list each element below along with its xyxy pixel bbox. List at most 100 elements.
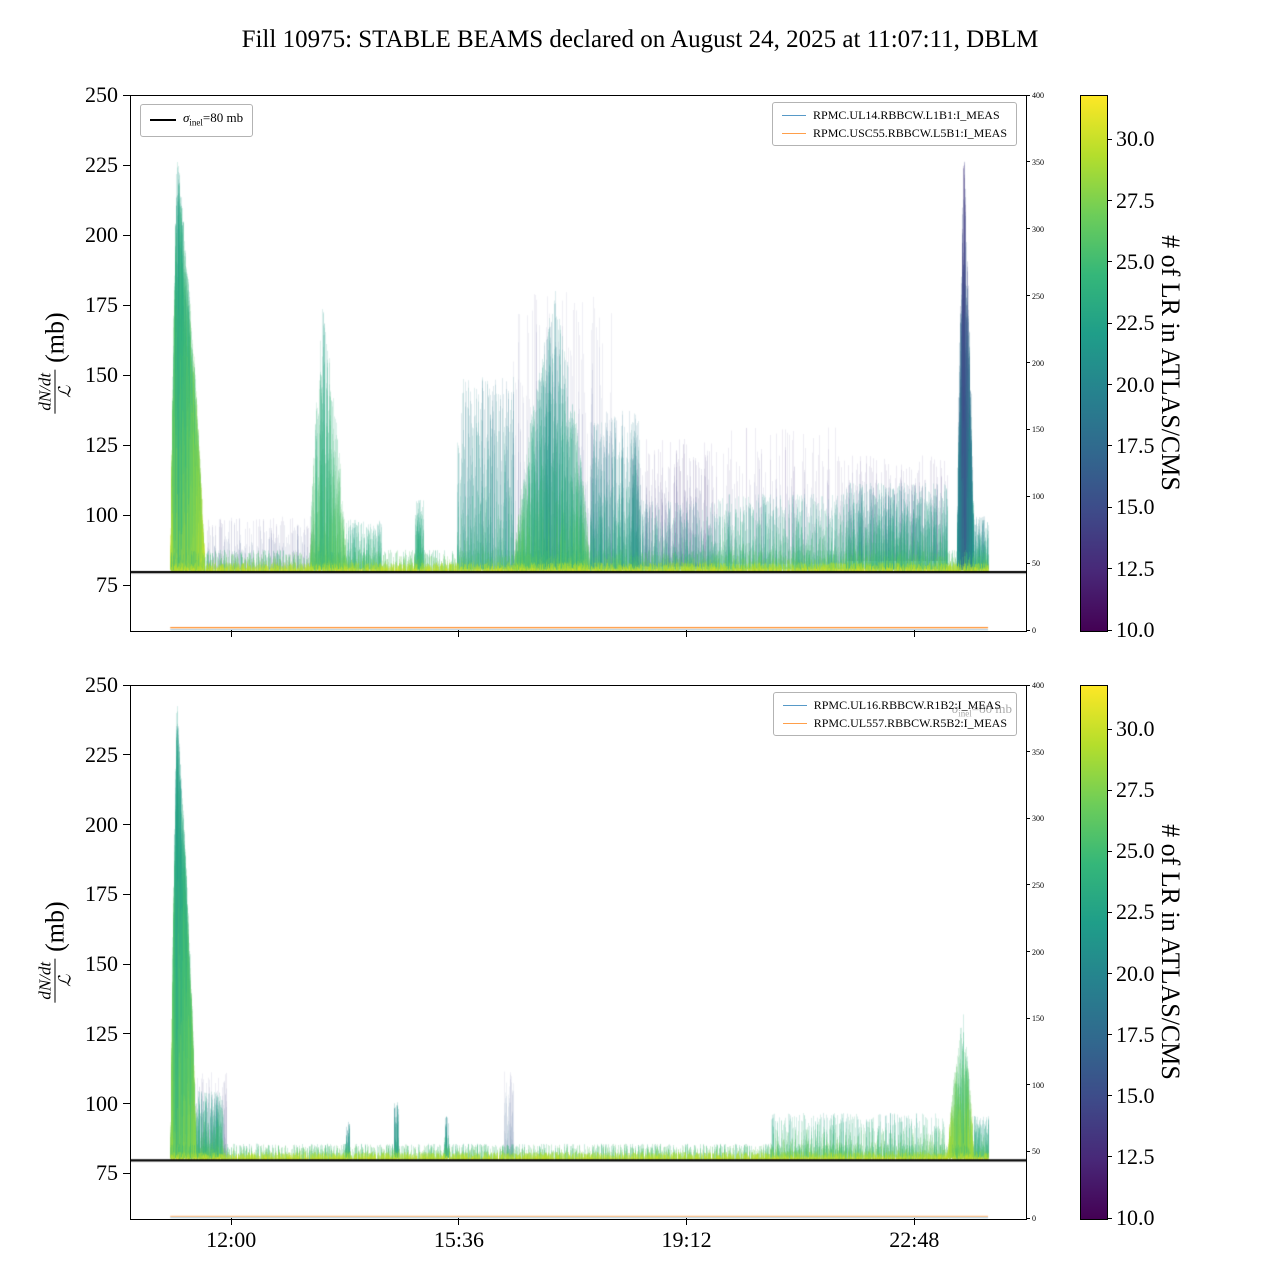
y-tick-mark [123, 304, 130, 306]
right-axis-tick-mark [1026, 951, 1030, 952]
colorbar-tick-label: 22.5 [1116, 310, 1155, 336]
legend-label: RPMC.UL16.RBBCW.R1B2:I_MEAS [813, 698, 1001, 712]
y-tick-mark [123, 1033, 130, 1035]
colorbar-tick-label: 22.5 [1116, 899, 1155, 925]
sigma-legend-label: σinel=80 mb [183, 110, 243, 131]
ylabel-unit: (mb) [40, 311, 69, 363]
right-axis-tick-mark [1026, 1084, 1030, 1086]
colorbar-tick-label: 30.0 [1116, 716, 1155, 741]
y-tick-mark [123, 234, 130, 236]
y-tick-mark [123, 754, 130, 756]
right-axis-tick-mark [1026, 161, 1030, 163]
sigma-legend-text: σinel=80 mb [183, 110, 244, 128]
right-axis-tick-label: 250 [1032, 880, 1044, 890]
y-tick-mark [123, 1172, 130, 1174]
right-axis-tick-label: 0 [1032, 1214, 1036, 1223]
x-tick-mark [913, 1218, 915, 1225]
y-tick-mark [123, 893, 130, 895]
colorbar-tick-mark [1107, 850, 1112, 852]
y-tick-label: 175 [85, 881, 118, 907]
right-axis-tick-mark [1026, 1150, 1030, 1152]
right-axis-tick-mark [1026, 684, 1030, 686]
y-tick-mark [123, 164, 130, 166]
colorbar-tick-label: 15.0 [1116, 1082, 1155, 1108]
legend-line-icon [782, 704, 807, 706]
colorbar-tick-label: 12.5 [1116, 1143, 1155, 1169]
x-tick-mark [913, 630, 915, 637]
colorbar-tick-mark [1107, 261, 1112, 263]
right-axis-tick-label: 0 [1032, 626, 1036, 635]
y-tick-label: 250 [85, 82, 118, 107]
y-tick-label: 125 [85, 432, 118, 458]
x-tick-mark [230, 630, 232, 637]
x-tick-label: 19:12 [661, 1227, 712, 1252]
y-tick-label: 250 [85, 672, 118, 697]
plot-canvas-top [131, 96, 1026, 631]
ylabel-numerator: dN/dt [35, 958, 56, 1003]
y-tick-mark [123, 514, 130, 516]
legend-entry: RPMC.UL14.RBBCW.L1B1:I_MEAS [782, 108, 1007, 122]
right-axis-tick-mark [1026, 562, 1030, 564]
ylabel-denominator: ℒ [55, 385, 75, 398]
right-axis-tick-label: 150 [1032, 425, 1044, 435]
y-tick-mark [123, 824, 130, 826]
colorbar-tick-mark [1107, 1034, 1112, 1036]
colorbar-tick-mark [1107, 445, 1112, 447]
x-tick-mark [230, 1218, 232, 1225]
right-axis-tick-label: 250 [1032, 291, 1044, 301]
y-tick-label: 225 [85, 152, 118, 178]
legend-entry: RPMC.UL16.RBBCW.R1B2:I_MEAS [782, 698, 1007, 712]
ghost-sigma-text: σinel=80 mb [951, 701, 1012, 719]
legend-bottom: RPMC.UL16.RBBCW.R1B2:I_MEAS RPMC.UL557.RB… [772, 692, 1017, 736]
x-tick-label: 12:00 [206, 1227, 257, 1252]
y-tick-mark [123, 963, 130, 965]
colorbar-tick-label: 25.0 [1116, 248, 1155, 274]
right-axis-tick-mark [1026, 94, 1030, 96]
right-axis-tick-mark [1026, 362, 1030, 363]
ylabel-numerator: dN/dt [35, 369, 56, 414]
right-axis-tick-label: 300 [1032, 224, 1044, 234]
sigma-legend-entry: σinel=80 mb [150, 110, 243, 131]
sigma-symbol: σ [183, 110, 190, 125]
right-axis-tick-label: 350 [1032, 747, 1044, 757]
x-tick-mark [686, 630, 688, 637]
right-axis-tick-mark [1026, 295, 1030, 297]
colorbar-tick-mark [1107, 629, 1112, 631]
colorbar-tick-label: 20.0 [1116, 960, 1155, 986]
right-axis-tick-label: 50 [1032, 1147, 1040, 1157]
colorbar-tick-label: 10.0 [1116, 1205, 1155, 1230]
right-axis-tick-label: 100 [1032, 492, 1044, 502]
y-tick-label: 75 [96, 572, 118, 598]
sigma-suffix: =80 mb [971, 701, 1012, 716]
colorbar-tick-label: 17.5 [1116, 1021, 1155, 1047]
y-tick-label: 100 [85, 502, 118, 528]
y-axis-label: dN/dt ℒ (mb) [35, 900, 75, 1003]
sigma-subscript: inel [189, 117, 203, 128]
colorbar-tick-mark [1107, 1156, 1112, 1158]
legend-line-icon [782, 722, 807, 724]
legend-entry: RPMC.USC55.RBBCW.L5B1:I_MEAS [782, 126, 1007, 140]
sigma-legend: σinel=80 mb [140, 104, 254, 137]
right-axis-tick-label: 200 [1032, 947, 1044, 957]
x-tick-mark [458, 1218, 460, 1225]
ylabel-unit: (mb) [40, 900, 69, 952]
colorbar-tick-mark [1107, 568, 1112, 570]
right-axis-tick-mark [1026, 751, 1030, 753]
right-axis-tick-mark [1026, 884, 1030, 886]
colorbar-tick-label: 27.5 [1116, 777, 1155, 803]
sigma-suffix: =80 mb [202, 110, 244, 125]
y-tick-mark [123, 1103, 130, 1105]
x-tick-label: 22:48 [889, 1227, 940, 1252]
right-axis-tick-mark [1026, 629, 1030, 631]
colorbar-tick-mark [1107, 1217, 1112, 1219]
sigma-symbol: σ [951, 701, 959, 716]
ylabel-denominator: ℒ [55, 974, 75, 987]
y-tick-label: 200 [85, 222, 118, 248]
colorbar-tick-label: 30.0 [1116, 126, 1155, 152]
sigma-line-icon [150, 119, 176, 122]
y-tick-mark [123, 584, 130, 586]
colorbar-tick-mark [1107, 138, 1112, 140]
x-tick-mark [686, 1218, 688, 1225]
y-tick-label: 200 [85, 811, 118, 837]
